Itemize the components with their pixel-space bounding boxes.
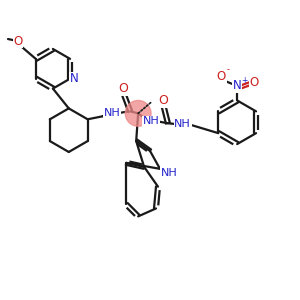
Text: N: N bbox=[233, 79, 242, 92]
Text: O: O bbox=[13, 34, 22, 47]
Text: NH: NH bbox=[160, 168, 177, 178]
Text: NH: NH bbox=[174, 119, 191, 129]
Text: NH: NH bbox=[104, 108, 121, 118]
Text: O: O bbox=[249, 76, 259, 89]
Text: NH: NH bbox=[143, 116, 159, 126]
Text: +: + bbox=[241, 76, 248, 85]
Text: N: N bbox=[70, 72, 78, 85]
Text: -: - bbox=[226, 65, 229, 74]
Circle shape bbox=[125, 100, 151, 126]
Text: O: O bbox=[118, 82, 128, 95]
Text: O: O bbox=[158, 94, 168, 107]
Text: O: O bbox=[217, 70, 226, 83]
